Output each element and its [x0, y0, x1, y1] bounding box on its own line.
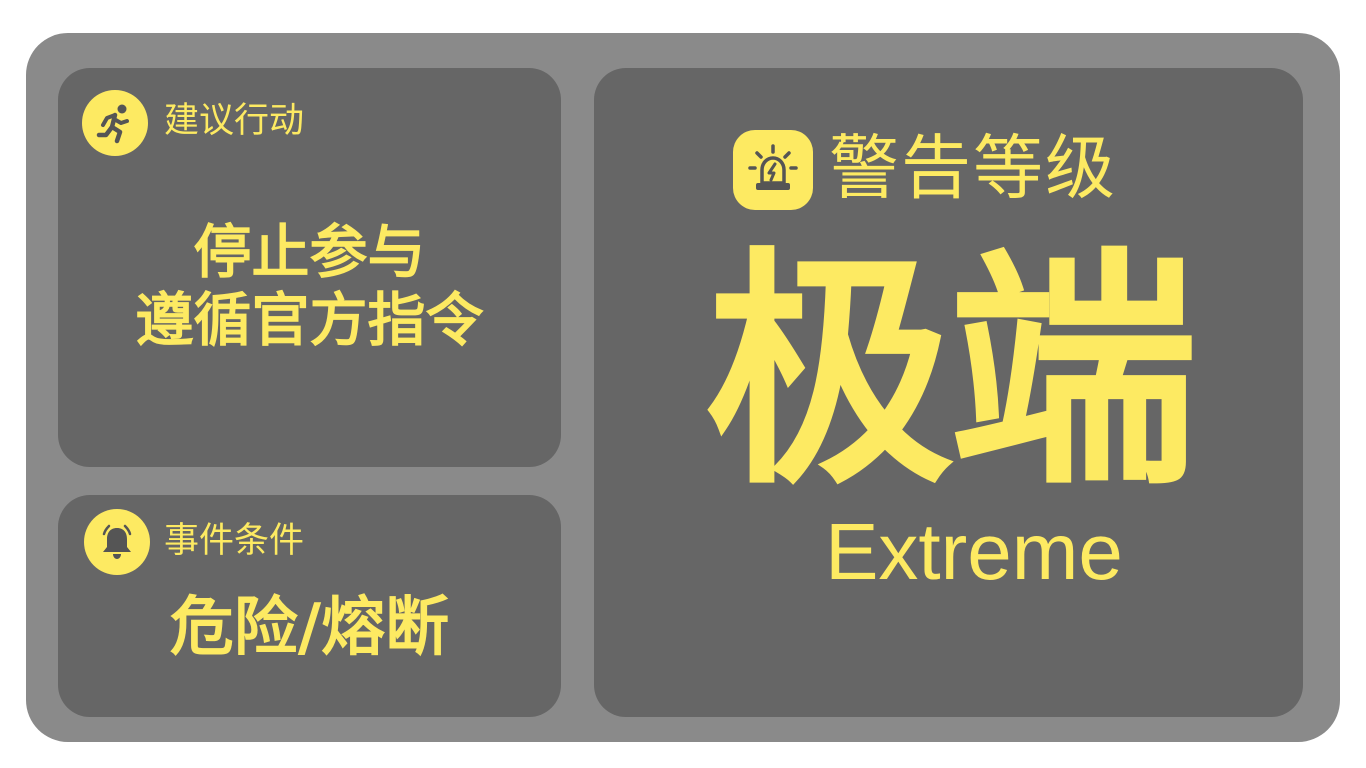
warning-level-panel — [594, 68, 1303, 717]
recommended-action-label: 建议行动 — [164, 101, 305, 141]
warning-level-value: 极端 — [704, 227, 1199, 518]
recommended-action-line: 遵循官方指令 — [135, 286, 484, 355]
warning-level-value-english: Extreme — [825, 507, 1123, 596]
warning-level-label: 警告等级 — [829, 127, 1117, 209]
recommended-action-text: 停止参与 遵循官方指令 — [58, 218, 561, 355]
event-condition-label: 事件条件 — [164, 521, 305, 561]
alarm-siren-icon — [733, 130, 813, 210]
bell-icon — [84, 509, 150, 575]
event-condition-value: 危险/熔断 — [169, 591, 450, 665]
running-person-icon — [82, 90, 148, 156]
recommended-action-line: 停止参与 — [193, 218, 426, 286]
